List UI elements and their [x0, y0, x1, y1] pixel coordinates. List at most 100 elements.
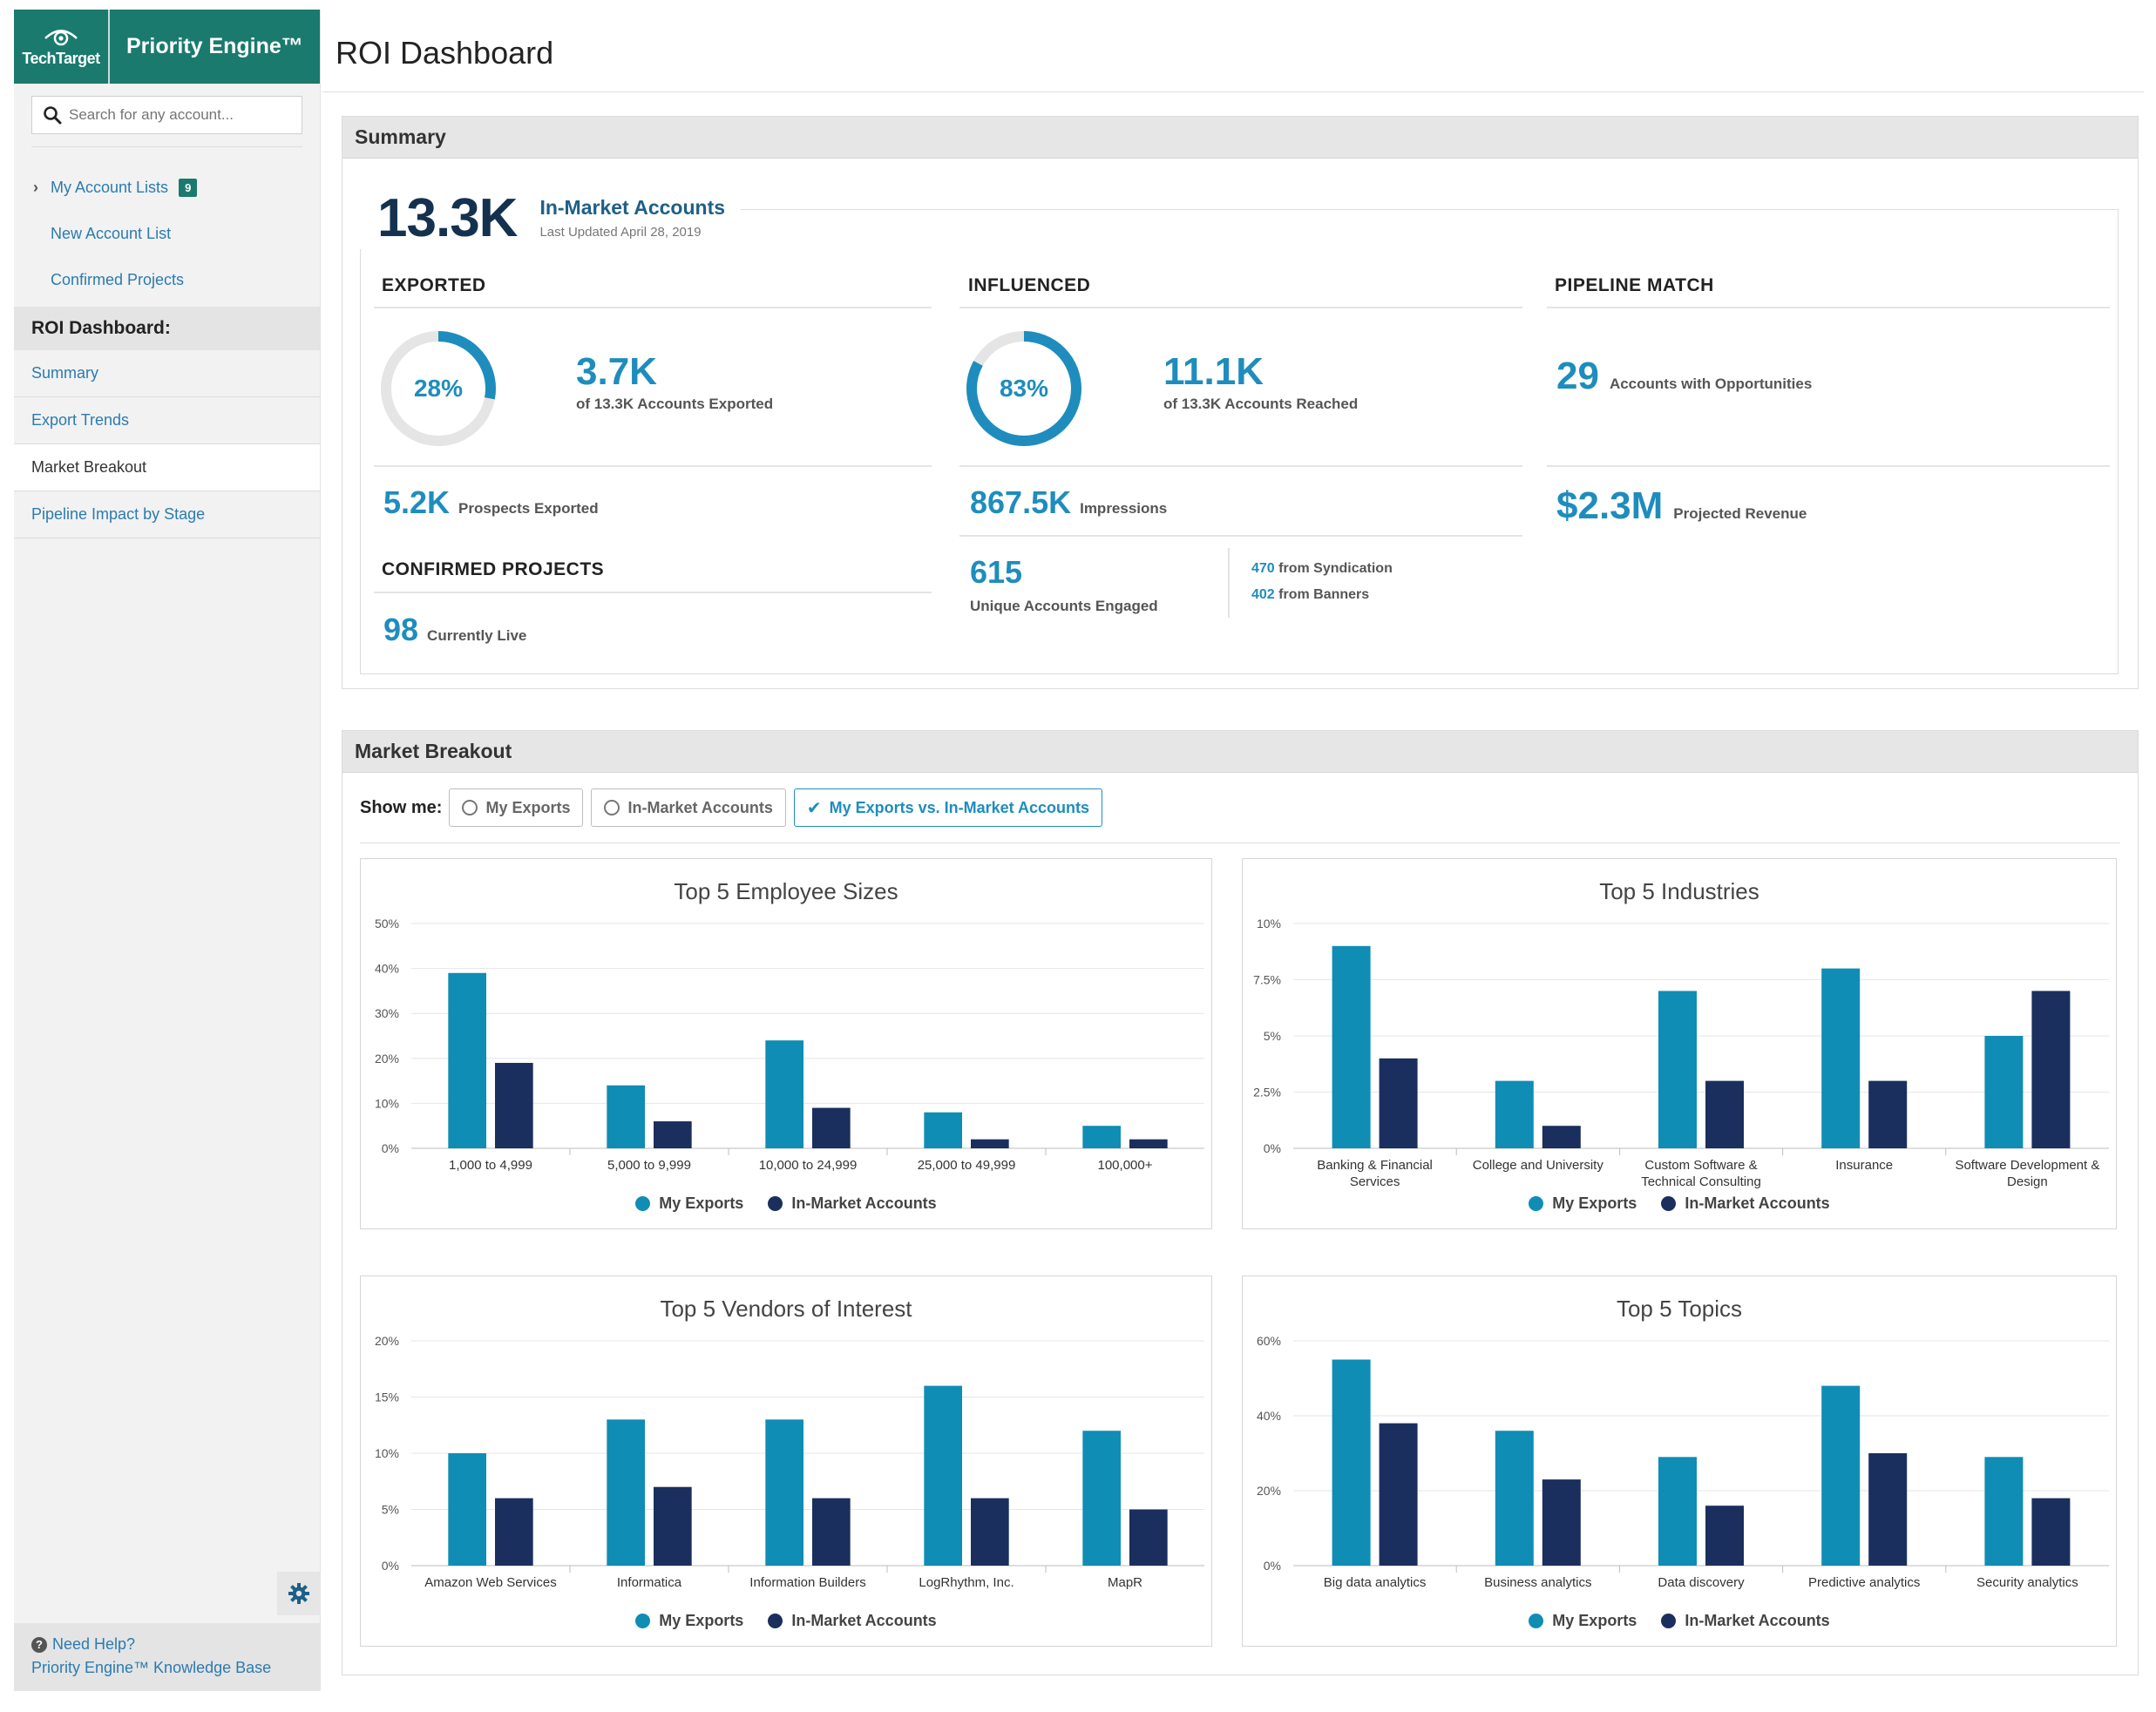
legend-my-exports[interactable]: My Exports: [1529, 1612, 1637, 1630]
bar-in-market[interactable]: [1379, 1423, 1418, 1566]
legend-my-exports[interactable]: My Exports: [635, 1612, 743, 1630]
eye-logo-icon: [44, 30, 78, 46]
search-box[interactable]: [31, 96, 302, 134]
bar-in-market[interactable]: [495, 1498, 533, 1566]
divider: [1547, 307, 2110, 308]
divider: [959, 307, 1522, 308]
bar-in-market[interactable]: [812, 1107, 851, 1148]
settings-button[interactable]: [277, 1572, 321, 1615]
bar-my-exports[interactable]: [1495, 1080, 1534, 1148]
market-breakout-panel: Market Breakout Show me: My Exports In-M…: [342, 730, 2139, 1675]
legend-label: My Exports: [1552, 1612, 1637, 1629]
bar-my-exports[interactable]: [1984, 1457, 2024, 1566]
x-category-label: Information Builders: [749, 1575, 865, 1590]
bar-my-exports[interactable]: [1332, 1359, 1371, 1567]
bar-my-exports[interactable]: [1658, 991, 1697, 1148]
x-category-label: Services: [1350, 1174, 1400, 1189]
bar-in-market[interactable]: [1379, 1058, 1418, 1148]
chart-topics: 0% 20% 40% 60% Big data analytics Business an…: [1242, 1276, 2117, 1647]
legend-in-market[interactable]: In-Market Accounts: [768, 1612, 937, 1630]
bar-my-exports[interactable]: [1821, 1385, 1861, 1566]
bar-in-market[interactable]: [812, 1498, 851, 1566]
bar-in-market[interactable]: [2031, 1498, 2071, 1566]
legend-in-market[interactable]: In-Market Accounts: [1661, 1612, 1830, 1630]
legend-my-exports[interactable]: My Exports: [635, 1194, 743, 1213]
brand-product[interactable]: Priority Engine™: [126, 34, 303, 58]
bar-in-market[interactable]: [1129, 1139, 1168, 1148]
bar-in-market[interactable]: [1542, 1479, 1581, 1566]
bar-my-exports[interactable]: [1984, 1036, 2024, 1148]
x-category-label: Technical Consulting: [1641, 1174, 1761, 1189]
search-input[interactable]: [69, 106, 295, 124]
divider: [959, 535, 1522, 537]
bar-my-exports[interactable]: [607, 1085, 645, 1148]
bar-in-market[interactable]: [1705, 1080, 1744, 1148]
bar-my-exports[interactable]: [1821, 968, 1861, 1148]
bar-in-market[interactable]: [2031, 991, 2071, 1148]
banners-line: 402 from Banners: [1251, 587, 1369, 603]
y-tick-label: 2.5%: [1253, 1086, 1281, 1100]
my-account-lists[interactable]: › My Account Lists 9: [14, 165, 320, 211]
x-category-label: LogRhythm, Inc.: [919, 1575, 1014, 1590]
prospects-value: 5.2K: [383, 484, 451, 520]
bar-in-market[interactable]: [1868, 1453, 1908, 1566]
x-category-label: 10,000 to 24,999: [759, 1158, 858, 1173]
bar-in-market[interactable]: [1868, 1080, 1908, 1148]
bar-in-market[interactable]: [654, 1486, 692, 1566]
page-title: ROI Dashboard: [336, 35, 554, 71]
new-account-list-link[interactable]: New Account List: [51, 225, 172, 242]
bar-my-exports[interactable]: [1082, 1431, 1121, 1566]
bar-my-exports[interactable]: [1495, 1431, 1534, 1566]
legend-my-exports[interactable]: My Exports: [1529, 1194, 1637, 1213]
bar-in-market[interactable]: [654, 1121, 692, 1148]
toggle-exports-vs-in-market[interactable]: ✔ My Exports vs. In-Market Accounts: [793, 788, 1103, 827]
bar-my-exports[interactable]: [448, 972, 486, 1148]
need-help-link[interactable]: ? Need Help?: [31, 1635, 303, 1654]
toggle-in-market[interactable]: In-Market Accounts: [591, 788, 786, 827]
influenced-title: INFLUENCED: [968, 275, 1091, 295]
y-tick-label: 0%: [382, 1141, 399, 1155]
legend-in-market[interactable]: In-Market Accounts: [1661, 1194, 1830, 1213]
bar-my-exports[interactable]: [1658, 1457, 1697, 1566]
nav-export-trends[interactable]: Export Trends: [14, 397, 320, 444]
techtarget-logo[interactable]: TechTarget: [14, 10, 110, 84]
y-tick-label: 40%: [375, 962, 399, 976]
legend-in-market[interactable]: In-Market Accounts: [768, 1194, 937, 1213]
bar-my-exports[interactable]: [448, 1453, 486, 1566]
my-account-lists-label: My Account Lists: [51, 179, 169, 196]
y-tick-label: 10%: [375, 1446, 399, 1460]
x-category-label: 25,000 to 49,999: [918, 1158, 1016, 1173]
bar-in-market[interactable]: [1129, 1509, 1168, 1567]
bar-my-exports[interactable]: [924, 1385, 962, 1566]
chart-vendors: 0% 5% 10% 15% 20% Amazon Web Services Informat…: [360, 1276, 1212, 1647]
syndication-label: from Syndication: [1278, 561, 1393, 576]
toggle-my-exports-label: My Exports: [485, 798, 571, 816]
nav-pipeline-impact[interactable]: Pipeline Impact by Stage: [14, 491, 320, 538]
y-tick-label: 5%: [382, 1503, 399, 1517]
confirmed-projects-link[interactable]: Confirmed Projects: [51, 271, 185, 288]
nav-summary[interactable]: Summary: [14, 350, 320, 397]
chart-legend: My Exports In-Market Accounts: [361, 1612, 1211, 1630]
bar-my-exports[interactable]: [765, 1040, 803, 1148]
engaged-value: 615: [970, 554, 1023, 590]
bar-in-market[interactable]: [1705, 1506, 1744, 1566]
question-icon: ?: [31, 1636, 47, 1653]
bar-my-exports[interactable]: [1082, 1126, 1121, 1148]
toggle-my-exports[interactable]: My Exports: [449, 788, 584, 827]
x-category-label: Design: [2007, 1174, 2048, 1189]
bar-my-exports[interactable]: [924, 1112, 962, 1148]
divider: [374, 592, 932, 593]
y-tick-label: 5%: [1264, 1029, 1281, 1043]
bar-in-market[interactable]: [971, 1498, 1009, 1566]
knowledge-base-link[interactable]: Priority Engine™ Knowledge Base: [31, 1659, 272, 1676]
divider: [959, 465, 1522, 467]
bar-in-market[interactable]: [1542, 1126, 1581, 1148]
bar-my-exports[interactable]: [1332, 945, 1371, 1148]
bar-in-market[interactable]: [971, 1139, 1009, 1148]
nav-market-breakout[interactable]: Market Breakout: [14, 444, 320, 491]
bar-my-exports[interactable]: [607, 1419, 645, 1566]
legend-dot: [1529, 1196, 1544, 1211]
chart-legend: My Exports In-Market Accounts: [1243, 1612, 2116, 1630]
bar-in-market[interactable]: [495, 1062, 533, 1148]
bar-my-exports[interactable]: [765, 1419, 803, 1566]
